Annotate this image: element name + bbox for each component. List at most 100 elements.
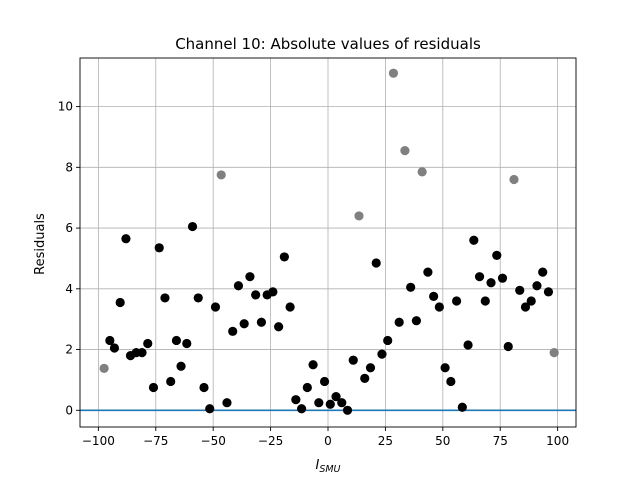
- inlier-point: [205, 404, 215, 414]
- data-points: [99, 68, 559, 415]
- x-axis-label-main: I: [315, 458, 319, 473]
- x-tick-label: −50: [201, 434, 226, 448]
- inlier-point: [451, 296, 462, 306]
- inlier-point: [503, 341, 513, 352]
- y-tick-label: 8: [65, 160, 73, 174]
- inlier-point: [371, 258, 381, 268]
- inlier-point: [383, 335, 393, 346]
- x-tick-label: 0: [324, 434, 332, 448]
- inlier-point: [480, 296, 490, 306]
- inlier-point: [486, 278, 496, 288]
- x-tick-label: 100: [546, 434, 569, 448]
- y-axis-label: Residuals: [33, 213, 48, 275]
- inlier-point: [154, 243, 164, 253]
- inlier-point: [210, 302, 221, 312]
- inlier-point: [429, 291, 439, 302]
- inlier-point: [394, 317, 404, 327]
- inlier-point: [251, 290, 261, 300]
- x-axis-label: ISMU: [315, 458, 340, 475]
- inlier-point: [532, 281, 542, 291]
- outlier-point: [99, 363, 109, 373]
- inlier-point: [520, 302, 531, 312]
- inlier-point: [342, 405, 353, 415]
- inlier-point: [279, 252, 289, 262]
- y-tick-label: 10: [58, 100, 73, 114]
- inlier-point: [233, 281, 244, 291]
- inlier-point: [274, 322, 284, 332]
- outlier-point: [354, 211, 364, 221]
- inlier-point: [474, 272, 485, 282]
- inlier-point: [193, 293, 203, 303]
- inlier-point: [337, 398, 347, 408]
- x-tick-label: −75: [143, 434, 168, 448]
- inlier-point: [137, 347, 147, 358]
- outlier-point: [417, 167, 427, 177]
- inlier-point: [331, 392, 341, 402]
- inlier-point: [268, 287, 278, 297]
- inlier-point: [302, 382, 312, 393]
- inlier-point: [256, 317, 267, 327]
- inlier-point: [469, 235, 479, 245]
- x-tick-label: 50: [435, 434, 450, 448]
- y-tick-label: 4: [65, 282, 73, 296]
- inlier-point: [176, 361, 186, 371]
- inlier-point: [291, 395, 301, 405]
- inlier-point: [348, 355, 358, 365]
- inlier-point: [148, 382, 159, 393]
- inlier-point: [543, 287, 554, 297]
- inlier-point: [182, 338, 192, 349]
- outlier-point: [549, 347, 559, 358]
- y-tick-label: 6: [65, 221, 73, 235]
- inlier-point: [314, 398, 324, 408]
- inlier-point: [109, 343, 120, 353]
- grid-lines: [80, 58, 576, 427]
- inlier-point: [497, 273, 508, 283]
- x-tick-label: −100: [82, 434, 115, 448]
- inlier-point: [239, 319, 249, 329]
- y-tick-label: 0: [65, 403, 73, 417]
- inlier-point: [121, 234, 131, 244]
- x-axis-label-sub: SMU: [319, 464, 340, 475]
- inlier-point: [105, 335, 115, 346]
- inlier-point: [308, 360, 318, 370]
- chart-title: Channel 10: Absolute values of residuals: [175, 35, 481, 53]
- inlier-point: [463, 340, 473, 350]
- inlier-point: [319, 376, 330, 387]
- inlier-point: [228, 326, 238, 336]
- inlier-point: [166, 376, 176, 387]
- inlier-point: [377, 349, 387, 359]
- inlier-point: [325, 399, 335, 409]
- inlier-point: [222, 398, 232, 408]
- inlier-point: [187, 221, 198, 232]
- inlier-point: [171, 335, 182, 346]
- inlier-point: [440, 363, 450, 373]
- inlier-point: [115, 297, 125, 308]
- axis-ticks: −100 −75 −50 −25 0 25 50 75 100 0 2 4 6 8 10: [58, 100, 569, 448]
- outlier-point: [388, 68, 399, 78]
- x-tick-label: 75: [493, 434, 508, 448]
- outlier-point: [400, 146, 410, 156]
- inlier-point: [199, 382, 209, 393]
- inlier-point: [411, 316, 422, 326]
- inlier-point: [492, 250, 502, 261]
- inlier-point: [365, 363, 376, 373]
- inlier-point: [515, 285, 525, 295]
- inlier-point: [406, 282, 416, 292]
- x-tick-label: 25: [378, 434, 393, 448]
- inlier-point: [245, 272, 255, 282]
- y-tick-label: 2: [65, 343, 73, 357]
- inlier-point: [434, 302, 444, 312]
- outlier-point: [509, 174, 519, 185]
- inlier-point: [160, 293, 170, 303]
- inlier-point: [360, 373, 370, 384]
- inlier-point: [526, 296, 536, 306]
- inlier-point: [423, 267, 433, 277]
- inlier-point: [446, 376, 456, 387]
- inlier-point: [285, 302, 295, 312]
- inlier-point: [296, 404, 307, 414]
- outlier-point: [216, 170, 226, 180]
- inlier-point: [143, 338, 153, 349]
- inlier-point: [457, 402, 467, 412]
